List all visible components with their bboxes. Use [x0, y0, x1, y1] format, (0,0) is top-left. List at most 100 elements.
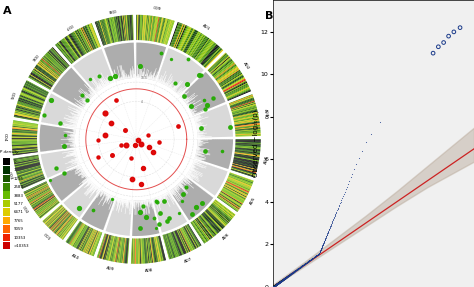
Point	[275, 280, 283, 285]
Point	[271, 284, 278, 287]
Wedge shape	[176, 25, 187, 49]
Point	[286, 272, 294, 277]
Point	[270, 284, 277, 287]
Point	[272, 282, 280, 287]
Text: B: B	[265, 11, 274, 22]
Point	[278, 278, 286, 283]
Point	[273, 282, 281, 286]
Point	[293, 267, 301, 272]
Wedge shape	[233, 161, 258, 167]
Wedge shape	[166, 234, 174, 258]
Point	[278, 278, 286, 282]
Text: 1295: 1295	[13, 177, 23, 181]
Point	[270, 284, 278, 287]
Point	[60, 171, 67, 175]
Point	[273, 281, 281, 286]
Wedge shape	[195, 139, 233, 169]
Point	[304, 259, 311, 264]
Point	[289, 270, 296, 275]
Point	[273, 282, 280, 287]
Point	[272, 282, 280, 287]
Wedge shape	[173, 24, 184, 48]
Point	[271, 283, 279, 287]
Wedge shape	[29, 190, 51, 204]
Point	[289, 270, 297, 275]
Point	[280, 277, 287, 281]
Wedge shape	[233, 112, 258, 118]
Wedge shape	[80, 228, 92, 251]
Point	[297, 264, 305, 269]
Point	[270, 284, 278, 287]
Wedge shape	[60, 218, 76, 238]
Point	[277, 278, 285, 283]
Point	[274, 281, 282, 285]
Point	[274, 281, 282, 285]
Point	[288, 271, 295, 276]
Point	[273, 281, 281, 286]
Point	[277, 279, 284, 284]
Point	[269, 284, 277, 287]
Point	[292, 267, 300, 272]
Point	[303, 260, 310, 265]
Point	[270, 284, 278, 287]
Point	[271, 284, 278, 287]
Point	[299, 263, 306, 268]
Point	[291, 269, 299, 273]
Point	[272, 282, 279, 287]
Point	[284, 274, 292, 278]
Point	[288, 271, 296, 275]
Point	[312, 253, 320, 258]
Point	[274, 281, 282, 286]
Point	[273, 282, 280, 287]
Point	[284, 274, 292, 278]
Wedge shape	[16, 166, 41, 173]
Point	[317, 247, 325, 251]
Wedge shape	[103, 235, 110, 259]
Point	[274, 281, 282, 285]
Wedge shape	[209, 207, 228, 224]
Point	[308, 256, 316, 261]
Wedge shape	[76, 30, 89, 52]
Wedge shape	[203, 212, 220, 232]
Point	[278, 278, 285, 283]
Wedge shape	[224, 186, 246, 198]
Wedge shape	[100, 234, 108, 259]
Wedge shape	[61, 40, 77, 60]
Point	[273, 282, 281, 286]
Point	[283, 274, 291, 279]
Point	[284, 274, 292, 278]
Point	[275, 280, 283, 285]
Point	[269, 284, 277, 287]
Wedge shape	[232, 107, 257, 114]
Point	[271, 283, 279, 287]
Point	[277, 279, 285, 283]
Point	[270, 284, 278, 287]
Point	[269, 284, 276, 287]
Wedge shape	[85, 25, 96, 49]
Point	[275, 280, 283, 285]
Wedge shape	[210, 55, 229, 73]
Point	[273, 281, 281, 286]
Point	[83, 98, 91, 102]
Point	[306, 258, 313, 263]
Point	[273, 281, 281, 286]
Point	[272, 283, 279, 287]
Point	[285, 273, 292, 278]
Wedge shape	[21, 92, 45, 102]
Wedge shape	[26, 185, 48, 197]
Point	[270, 284, 277, 287]
Point	[269, 284, 277, 287]
Point	[270, 284, 278, 287]
Point	[294, 267, 301, 271]
Point	[285, 273, 293, 277]
Point	[288, 271, 296, 275]
Wedge shape	[118, 16, 122, 41]
Point	[280, 277, 287, 282]
Point	[273, 282, 280, 286]
Point	[297, 264, 305, 269]
Point	[440, 40, 447, 45]
Point	[286, 272, 293, 277]
Point	[290, 270, 297, 274]
Wedge shape	[234, 120, 259, 124]
Point	[295, 266, 302, 270]
